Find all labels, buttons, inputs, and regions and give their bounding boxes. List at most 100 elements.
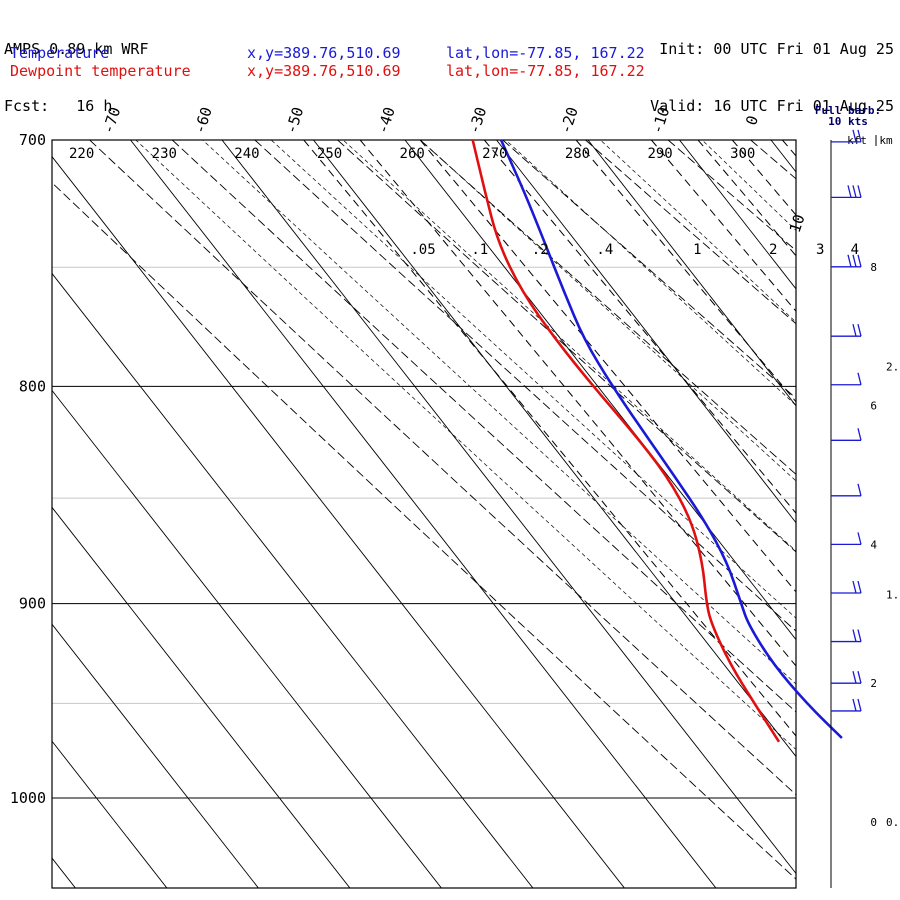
- dry-adiabat-label: 260: [400, 146, 425, 162]
- forecast-hour: Fcst: 16 h: [4, 97, 149, 116]
- isotherm-line: [52, 506, 351, 888]
- isotherm-label: -70: [99, 105, 124, 136]
- wind-barb-flag: [852, 254, 857, 267]
- valid-time: Valid: 16 UTC Fri 01 Aug 25: [650, 97, 894, 115]
- isotherm-line: [221, 140, 796, 875]
- isotherm-line: [52, 857, 76, 888]
- isotherm-label: -60: [190, 105, 215, 136]
- pressure-label-900: 900: [19, 595, 46, 613]
- mixing-ratio-label: 3: [816, 242, 824, 258]
- isotherm-label: -10: [648, 105, 673, 136]
- moist-adiabat: [135, 140, 796, 750]
- isotherm-line: [496, 140, 796, 524]
- kft-tick-label: 2: [870, 677, 877, 690]
- legend-temperature-latlon: lat,lon=-77.85, 167.22: [446, 44, 645, 62]
- wind-barb-flag: [857, 254, 862, 267]
- label-layer: 700 800 900 1000 -70 -60 -50 -40 -30 -20 -10 0 10 220…: [10, 105, 859, 807]
- isotherm-line: [863, 140, 900, 900]
- wind-barb-flag: [857, 185, 862, 198]
- mixing-ratio-label: .4: [596, 242, 613, 258]
- kft-tick-label: 0: [870, 816, 877, 829]
- km-tick-label: 1.: [886, 588, 899, 601]
- dewpoint-profile: [471, 139, 781, 743]
- mixing-ratio-label: 2: [769, 242, 777, 258]
- isotherm-label: -50: [282, 105, 307, 136]
- wind-barb-flag: [857, 629, 862, 642]
- wind-barb-flag: [857, 428, 862, 441]
- isotherm-label: 0: [742, 113, 762, 127]
- dry-adiabat-label: 300: [730, 146, 755, 162]
- isotherm-line: [313, 140, 796, 758]
- legend-dewpoint-name: Dewpoint temperature: [10, 62, 191, 80]
- moist-adiabat: [600, 140, 796, 323]
- dry-adiabat-label: 230: [152, 146, 177, 162]
- wind-barb-flag: [857, 372, 862, 385]
- wind-barb-flag: [852, 129, 857, 143]
- kft-tick-label: 8: [870, 261, 877, 274]
- wind-barb-flag: [847, 254, 852, 267]
- dry-adiabat: [833, 140, 900, 900]
- kft-tick-label: 6: [870, 400, 877, 413]
- dry-adiabat: [52, 182, 796, 880]
- mixing-ratio-line: [697, 140, 796, 257]
- kft-axis-label: kft: [847, 134, 867, 147]
- pressure-label-700: 700: [19, 131, 46, 149]
- wind-barb-flag: [852, 580, 857, 594]
- mixing-ratio-line: [419, 140, 796, 593]
- wind-barb-flag: [857, 580, 862, 594]
- wind-barb-flag: [852, 185, 857, 198]
- dry-adiabat: [502, 140, 796, 399]
- isotherm-line: [679, 140, 796, 290]
- legend-temperature-name: Temperature: [10, 44, 110, 62]
- wind-barb-flag: [857, 532, 862, 545]
- mixing-ratio-line: [575, 140, 796, 403]
- model-name: AMPS 0.89-km WRF: [4, 40, 149, 58]
- dry-adiabat: [337, 140, 796, 553]
- dry-adiabat-label: 250: [317, 146, 342, 162]
- mixing-ratio-label: 1: [693, 242, 701, 258]
- temperature-profile: [499, 139, 843, 739]
- isotherm-line: [52, 272, 534, 888]
- mixing-ratio-line: [782, 140, 796, 157]
- isotherm-line: [52, 623, 259, 888]
- dry-adiabat: [89, 140, 796, 796]
- moist-adiabat: [701, 140, 796, 231]
- header-left: AMPS 0.89-km WRF Fcst: 16 h: [4, 2, 149, 135]
- grid-layer: [51, 139, 900, 900]
- mixing-ratio-line: [303, 140, 796, 737]
- mixing-ratio-line: [483, 140, 796, 514]
- mixing-ratio-line: [651, 140, 796, 313]
- wind-barb-flag: [852, 698, 857, 712]
- legend-dewpoint-latlon: lat,lon=-77.85, 167.22: [446, 62, 645, 80]
- wind-barb-flag: [857, 324, 862, 337]
- isotherm-label: -30: [465, 105, 490, 136]
- barb-legend-subtitle: 10 kts: [828, 115, 868, 128]
- wind-barb-flag: [847, 185, 852, 198]
- plot-border: [51, 139, 797, 889]
- init-time: Init: 00 UTC Fri 01 Aug 25: [659, 40, 894, 58]
- moist-adiabat: [270, 140, 796, 619]
- legend-temperature-xy: x,y=389.76,510.69: [247, 44, 401, 62]
- header-right: Init: 00 UTC Fri 01 Aug 25 Valid: 16 UTC…: [650, 2, 894, 135]
- moist-adiabat: [420, 140, 796, 482]
- profile-layer: [471, 139, 843, 743]
- moist-adiabat: [342, 140, 796, 552]
- pressure-label-800: 800: [19, 377, 46, 395]
- dry-adiabat-label: 220: [69, 146, 94, 162]
- forecast-label: Fcst:: [4, 97, 50, 115]
- isotherm-line: [587, 140, 796, 407]
- barb-legend-title: Full barb:: [815, 104, 881, 117]
- wind-barb-flag: [852, 324, 857, 337]
- isotherm-label: -40: [373, 105, 398, 136]
- mixing-ratio-line: [359, 140, 796, 667]
- dry-adiabat: [254, 140, 796, 632]
- dry-adiabat: [171, 140, 796, 713]
- mixing-ratio-label: 4: [851, 242, 859, 258]
- forecast-value: 16 h: [76, 97, 113, 115]
- wind-barb-flag: [857, 129, 862, 143]
- legend-dewpoint-xy: x,y=389.76,510.69: [247, 62, 401, 80]
- wind-barb-flag: [857, 698, 862, 712]
- dry-adiabat-label: 290: [647, 146, 672, 162]
- mixing-ratio-label: .05: [410, 242, 435, 258]
